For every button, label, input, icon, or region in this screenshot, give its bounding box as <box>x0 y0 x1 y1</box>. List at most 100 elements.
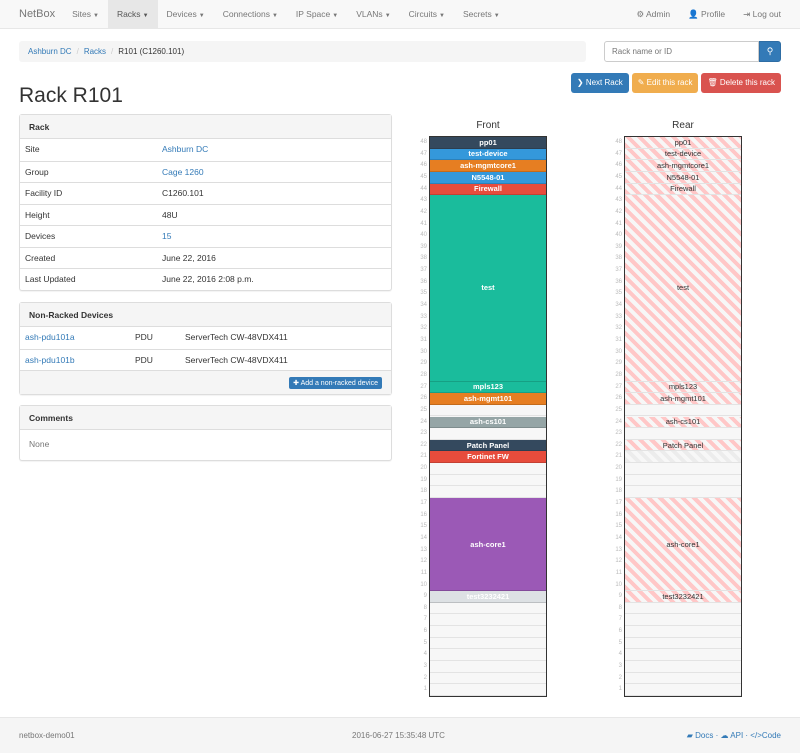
front-device-mpls123[interactable]: mpls123 <box>430 381 546 394</box>
rear-device-ash-mgmt101[interactable]: ash-mgmt101 <box>625 393 741 405</box>
unit-number: 46 <box>615 162 622 169</box>
nav-connections[interactable]: Connections ▼ <box>214 0 287 29</box>
rear-device-ash-mgmtcore1[interactable]: ash-mgmtcore1 <box>625 160 741 172</box>
rear-device-firewall[interactable]: Firewall <box>625 183 741 196</box>
nav-right-label: Profile <box>701 8 726 19</box>
front-device-ash-mgmtcore1[interactable]: ash-mgmtcore1 <box>430 160 546 172</box>
nav-label: VLANs <box>356 8 383 19</box>
unit-number: 9 <box>618 593 622 600</box>
attr-value: June 22, 2016 <box>162 252 216 263</box>
unit-number: 32 <box>420 325 427 332</box>
caret-down-icon: ▼ <box>142 12 149 19</box>
unit-number: 42 <box>420 208 427 215</box>
docs-link[interactable]: ▰ Docs <box>687 731 714 740</box>
device-link[interactable]: ash-pdu101a <box>25 332 75 342</box>
rack-unit <box>430 428 546 440</box>
api-link[interactable]: ☁ API <box>721 731 744 740</box>
unit-number: 26 <box>420 395 427 402</box>
attr-key: Height <box>25 209 50 220</box>
delete-rack-button[interactable]: 🗑 Delete this rack <box>701 73 781 93</box>
nav-vlans[interactable]: VLANs ▼ <box>347 0 399 29</box>
rack-unit <box>430 661 546 673</box>
code-icon: </> <box>750 731 762 740</box>
add-non-racked-device-button[interactable]: ✚ Add a non-racked device <box>289 376 382 389</box>
device-label: mpls123 <box>668 382 698 392</box>
front-device-n5548-01[interactable]: N5548-01 <box>430 171 546 184</box>
nav-secrets[interactable]: Secrets ▼ <box>454 0 509 29</box>
rear-device-test-device[interactable]: test-device <box>625 148 741 161</box>
edit-rack-button[interactable]: ✎ Edit this rack <box>631 73 699 93</box>
rear-device-pp01[interactable]: pp01 <box>625 137 741 149</box>
breadcrumb-racks[interactable]: Racks <box>83 47 107 56</box>
unit-number: 17 <box>615 500 622 507</box>
rack-unit <box>625 649 741 662</box>
nav-devices[interactable]: Devices ▼ <box>158 0 214 29</box>
device-label: N5548-01 <box>471 172 505 182</box>
front-device-test3232421[interactable]: test3232421 <box>430 591 546 603</box>
rear-device-patch-panel[interactable]: Patch Panel <box>625 439 741 452</box>
rear-device-mpls123[interactable]: mpls123 <box>625 381 741 394</box>
attr-value[interactable]: Ashburn DC <box>162 144 209 154</box>
unit-number: 19 <box>420 476 427 483</box>
unit-number: 19 <box>615 476 622 483</box>
caret-down-icon: ▼ <box>92 12 99 19</box>
unit-number: 41 <box>615 220 622 227</box>
rear-elevation: pp01 test-device ash-mgmtcore1 N5548-01 Fire… <box>624 136 742 697</box>
search-input[interactable] <box>604 41 759 62</box>
device-label: N5548-01 <box>666 172 700 182</box>
rack-unit <box>625 626 741 638</box>
device-role: PDU <box>135 354 153 365</box>
attr-value[interactable]: 15 <box>162 231 172 241</box>
attr-key: Facility ID <box>25 188 63 198</box>
front-device-ash-core1[interactable]: ash-core1 <box>430 498 546 592</box>
next-rack-button[interactable]: ❯ Next Rack <box>570 73 629 93</box>
front-device-test-device[interactable]: test-device <box>430 148 546 161</box>
unit-number: 21 <box>420 453 427 460</box>
nav-racks[interactable]: Racks ▼ <box>107 0 158 29</box>
unit-number: 15 <box>615 523 622 530</box>
nav-circuits[interactable]: Circuits ▼ <box>400 0 454 29</box>
nav-profile[interactable]: 👤 Profile <box>679 0 734 29</box>
rack-unit <box>625 428 741 440</box>
unit-number: 13 <box>420 546 427 553</box>
nav-log-out[interactable]: ⇥ Log out <box>734 0 790 29</box>
rack-search: ⚲ <box>604 41 781 62</box>
nav-sites[interactable]: Sites ▼ <box>63 0 108 29</box>
unit-number: 2 <box>618 674 622 681</box>
front-device-pp01[interactable]: pp01 <box>430 137 546 149</box>
logout-icon: ⇥ <box>743 8 751 19</box>
front-device-fortinet-fw[interactable]: Fortinet FW <box>430 451 546 464</box>
caret-down-icon: ▼ <box>332 12 339 19</box>
rack-unit <box>430 486 546 499</box>
search-button[interactable]: ⚲ <box>759 41 781 62</box>
device-link[interactable]: ash-pdu101b <box>25 354 75 365</box>
front-device-ash-mgmt101[interactable]: ash-mgmt101 <box>430 393 546 405</box>
plus-icon: ✚ <box>293 379 301 387</box>
device-type: ServerTech CW-48VDX411 <box>185 332 288 342</box>
unit-number: 14 <box>615 534 622 541</box>
unit-number: 42 <box>615 208 622 215</box>
front-device-ash-cs101[interactable]: ash-cs101 <box>430 416 546 429</box>
rear-device-ash-cs101[interactable]: ash-cs101 <box>625 416 741 429</box>
attr-value[interactable]: Cage 1260 <box>162 166 204 177</box>
brand-logo[interactable]: NetBox <box>19 8 56 20</box>
front-device-test[interactable]: test <box>430 195 546 382</box>
unit-number: 31 <box>420 336 427 343</box>
rear-device-test[interactable]: test <box>625 195 741 382</box>
rear-device-fortinet-fw[interactable] <box>625 451 741 464</box>
rear-label: Rear <box>672 120 694 131</box>
device-label: ash-cs101 <box>665 417 701 427</box>
nav-ip-space[interactable]: IP Space ▼ <box>287 0 347 29</box>
device-label: test-device <box>468 149 508 159</box>
front-device-firewall[interactable]: Firewall <box>430 183 546 196</box>
rear-device-ash-core1[interactable]: ash-core1 <box>625 498 741 592</box>
front-device-patch-panel[interactable]: Patch Panel <box>430 439 546 452</box>
unit-number: 44 <box>615 185 622 192</box>
breadcrumb-site[interactable]: Ashburn DC <box>28 47 72 56</box>
code-link[interactable]: </>Code <box>750 731 781 740</box>
device-label: Patch Panel <box>662 440 704 450</box>
rear-device-test3232421[interactable]: test3232421 <box>625 591 741 603</box>
rear-device-n5548-01[interactable]: N5548-01 <box>625 171 741 184</box>
nav-admin[interactable]: ⚙ Admin <box>627 0 679 29</box>
rack-unit <box>625 486 741 499</box>
